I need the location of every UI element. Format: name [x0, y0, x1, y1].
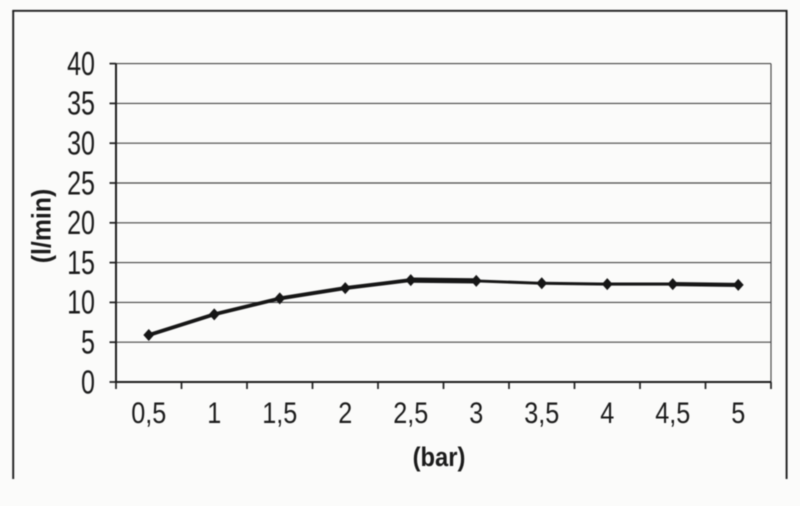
series-marker-1 — [208, 308, 220, 321]
y-tick-label-0: 0 — [81, 364, 95, 401]
x-tick-label-5: 3 — [469, 396, 483, 430]
series-marker-8 — [667, 278, 679, 291]
y-tick-label-10: 10 — [67, 284, 95, 321]
x-tick-label-8: 4,5 — [655, 396, 690, 430]
y-tick-label-20: 20 — [67, 205, 95, 242]
series-marker-3 — [339, 282, 351, 295]
y-tick-label-5: 5 — [81, 324, 95, 361]
series-marker-0 — [143, 329, 155, 342]
x-tick-label-0: 0,5 — [131, 396, 166, 430]
series-segment-6 — [540, 281, 609, 286]
series-segment-3 — [343, 278, 413, 291]
x-tick-label-9: 5 — [731, 396, 745, 430]
series-marker-7 — [601, 278, 613, 291]
y-tick-label-15: 15 — [67, 245, 95, 282]
x-tick-label-1: 1 — [207, 396, 221, 430]
x-tick-label-6: 3,5 — [524, 396, 559, 430]
y-tick-label-35: 35 — [67, 85, 95, 122]
series-segment-0 — [146, 312, 217, 337]
series-segment-5 — [474, 279, 544, 285]
x-tick-label-7: 4 — [600, 396, 614, 430]
series-marker-2 — [274, 292, 286, 305]
data-series — [143, 274, 744, 342]
series-marker-5 — [470, 274, 482, 287]
axes — [109, 62, 772, 389]
series-marker-4 — [405, 274, 417, 287]
series-segment-4 — [408, 277, 479, 284]
series-segment-2 — [277, 286, 348, 301]
series-segment-1 — [212, 296, 282, 317]
gridlines — [116, 63, 772, 382]
x-axis-title: (bar) — [413, 443, 466, 473]
x-tick-label-3: 2 — [338, 396, 352, 430]
series-segment-8 — [670, 282, 741, 287]
x-tick-label-2: 1,5 — [262, 396, 297, 430]
x-tick-label-4: 2,5 — [393, 396, 428, 430]
y-tick-label-25: 25 — [67, 165, 95, 202]
y-axis-title: (l/min) — [28, 189, 57, 264]
y-tick-label-40: 40 — [67, 46, 95, 83]
series-marker-6 — [536, 277, 548, 290]
series-marker-9 — [732, 278, 744, 291]
outer-frame — [12, 9, 788, 479]
y-tick-label-30: 30 — [67, 125, 95, 162]
